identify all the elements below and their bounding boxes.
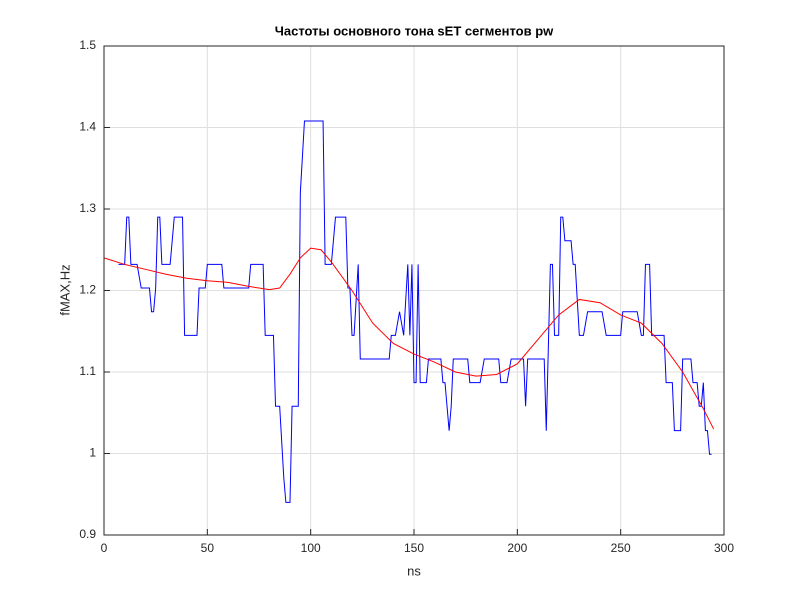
y-tick-label: 0.9 bbox=[79, 527, 96, 541]
x-tick-label: 150 bbox=[404, 541, 424, 555]
x-tick-label: 200 bbox=[507, 541, 527, 555]
x-tick-label: 50 bbox=[201, 541, 215, 555]
y-tick-label: 1.1 bbox=[79, 364, 96, 378]
data-line bbox=[103, 247, 715, 430]
x-tick-label: 0 bbox=[101, 541, 108, 555]
x-axis-label: ns bbox=[407, 563, 421, 578]
chart-title: Частоты основного тона sET сегментов pw bbox=[275, 23, 554, 38]
data-line bbox=[118, 120, 712, 503]
x-tick-label: 300 bbox=[714, 541, 734, 555]
y-axis-label: fMAX,Hz bbox=[57, 264, 72, 315]
x-tick-label: 100 bbox=[301, 541, 321, 555]
y-tick-label: 1.5 bbox=[79, 38, 96, 52]
y-tick-label: 1.4 bbox=[79, 120, 96, 134]
y-tick-label: 1.3 bbox=[79, 201, 96, 215]
y-tick-label: 1.2 bbox=[79, 283, 96, 297]
y-tick-label: 1 bbox=[89, 446, 96, 460]
plot-area bbox=[103, 120, 715, 503]
x-tick-label: 250 bbox=[611, 541, 631, 555]
